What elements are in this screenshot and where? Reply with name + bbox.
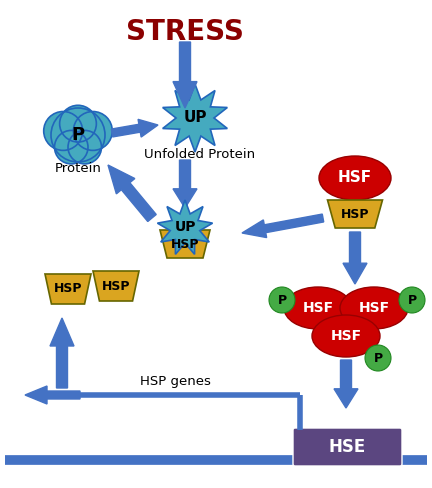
FancyArrow shape xyxy=(173,42,197,108)
Ellipse shape xyxy=(312,315,380,357)
Circle shape xyxy=(73,112,112,150)
Text: HSP: HSP xyxy=(341,207,369,221)
FancyArrow shape xyxy=(173,160,197,208)
Text: HSF: HSF xyxy=(359,301,390,315)
Circle shape xyxy=(68,130,102,164)
Polygon shape xyxy=(93,271,139,301)
FancyArrow shape xyxy=(111,120,158,137)
FancyArrow shape xyxy=(25,386,80,404)
Polygon shape xyxy=(160,230,210,258)
FancyArrow shape xyxy=(334,360,358,408)
Polygon shape xyxy=(45,274,91,304)
Text: UP: UP xyxy=(174,220,196,234)
FancyArrow shape xyxy=(50,318,74,388)
FancyArrow shape xyxy=(242,214,324,238)
Circle shape xyxy=(44,112,83,150)
Text: P: P xyxy=(373,351,383,365)
Circle shape xyxy=(54,130,88,164)
Text: HSE: HSE xyxy=(328,438,365,456)
FancyBboxPatch shape xyxy=(293,428,402,466)
Text: HSP: HSP xyxy=(171,238,199,250)
Ellipse shape xyxy=(319,156,391,200)
Circle shape xyxy=(51,108,105,162)
Text: P: P xyxy=(71,126,85,144)
Text: Protein: Protein xyxy=(54,162,102,175)
Text: HSF: HSF xyxy=(330,329,362,343)
Ellipse shape xyxy=(340,287,408,329)
Text: HSP: HSP xyxy=(54,283,82,296)
Text: Unfolded Protein: Unfolded Protein xyxy=(144,148,256,162)
FancyArrow shape xyxy=(108,165,156,222)
Polygon shape xyxy=(157,200,213,254)
Circle shape xyxy=(60,105,96,142)
Circle shape xyxy=(399,287,425,313)
Text: P: P xyxy=(407,293,416,306)
Text: UP: UP xyxy=(183,109,207,124)
Text: HSP genes: HSP genes xyxy=(140,375,210,388)
Circle shape xyxy=(365,345,391,371)
Text: STRESS: STRESS xyxy=(126,18,244,46)
Ellipse shape xyxy=(284,287,352,329)
Circle shape xyxy=(269,287,295,313)
Text: P: P xyxy=(277,293,286,306)
Polygon shape xyxy=(163,84,227,152)
Text: HSF: HSF xyxy=(338,170,372,185)
Text: HSP: HSP xyxy=(102,280,130,292)
Polygon shape xyxy=(327,200,382,228)
FancyArrow shape xyxy=(343,232,367,284)
Text: HSF: HSF xyxy=(302,301,334,315)
